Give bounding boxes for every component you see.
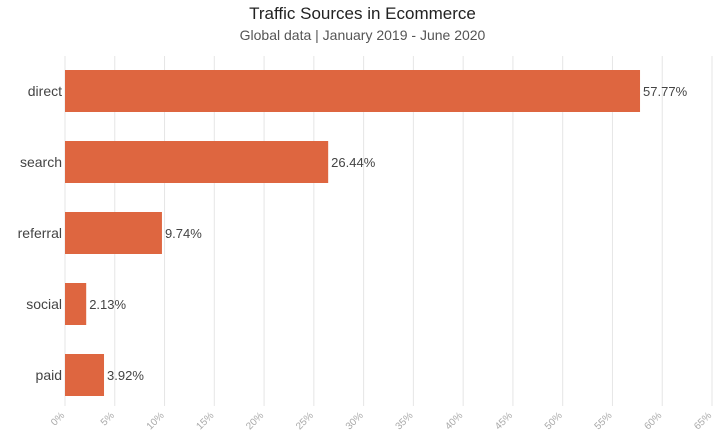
value-label: 9.74% [165, 226, 202, 241]
x-tick-label: 35% [394, 410, 416, 432]
x-tick-label: 0% [49, 410, 67, 428]
bar-paid [65, 354, 105, 396]
chart-title: Traffic Sources in Ecommerce [249, 4, 476, 23]
category-label: referral [18, 225, 62, 241]
category-label: direct [28, 83, 62, 99]
bar-social [65, 283, 87, 325]
x-tick-label: 20% [244, 410, 266, 432]
x-tick-label: 45% [493, 410, 515, 432]
bar-referral [65, 212, 162, 254]
category-label: paid [36, 367, 62, 383]
value-label: 26.44% [331, 155, 376, 170]
x-tick-label: 25% [294, 410, 316, 432]
x-tick-label: 60% [642, 410, 664, 432]
x-tick-label: 30% [344, 410, 366, 432]
x-tick-label: 15% [194, 410, 216, 432]
x-tick-label: 10% [145, 410, 167, 432]
chart-subtitle: Global data | January 2019 - June 2020 [239, 27, 486, 43]
bar-direct [65, 70, 641, 112]
x-tick-label: 40% [443, 410, 465, 432]
bar-search [65, 141, 329, 183]
category-label: search [20, 154, 62, 170]
value-label: 57.77% [643, 84, 688, 99]
x-tick-label: 55% [593, 410, 615, 432]
value-label: 3.92% [107, 368, 144, 383]
x-tick-label: 50% [543, 410, 565, 432]
category-label: social [26, 296, 62, 312]
x-tick-label: 65% [692, 410, 714, 432]
value-label: 2.13% [89, 297, 126, 312]
x-tick-label: 5% [99, 410, 117, 428]
